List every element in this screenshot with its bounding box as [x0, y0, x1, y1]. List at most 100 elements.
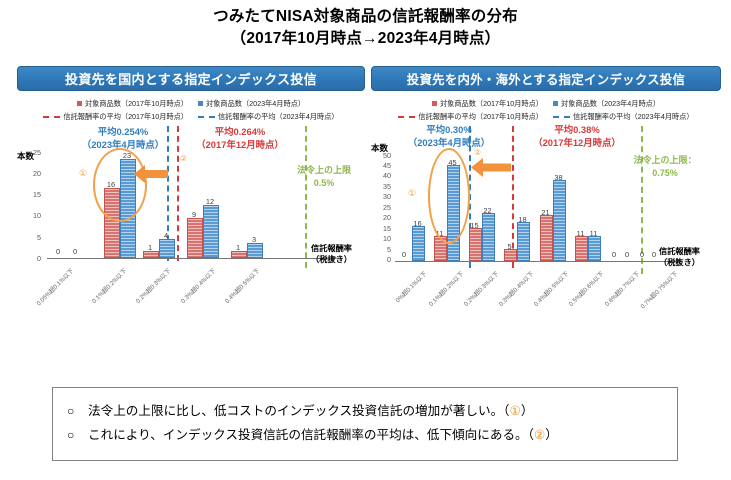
x-axis-arrow-domestic-icon — [331, 254, 337, 261]
panel-domestic: 投資先を国内とする指定インデックス投信 対象商品数（2017年10月時点） 対象… — [17, 66, 365, 322]
avg-2023-annotation-overseas-line1: 平均0.30% — [426, 124, 472, 135]
note-bullet-icon: ○ — [67, 404, 75, 418]
legend-label-avg-2023: 信託報酬率の平均（2023年4月時点） — [573, 111, 694, 121]
legend-dashline-blue-icon — [198, 115, 215, 118]
y-tick-overseas-15: 15 — [383, 224, 391, 233]
bar-blue — [203, 205, 219, 258]
bar-red — [187, 218, 203, 258]
y-axis-title-overseas: 本数 — [371, 143, 389, 153]
y-tick-domestic-0: 0 — [37, 254, 41, 263]
legend-item-avg-2017: 信託報酬率の平均（2017年10月時点） — [43, 112, 188, 122]
legend-domestic: 対象商品数（2017年10月時点） 対象商品数（2023年4月時点） 信託報酬率… — [17, 97, 365, 123]
avg-2017-line-domestic — [177, 126, 179, 261]
y-tick-overseas-5: 5 — [387, 245, 391, 254]
legal-limit-line-domestic — [305, 126, 307, 268]
bar-value-label: 18 — [518, 215, 527, 224]
panel-overseas: 投資先を内外・海外とする指定インデックス投信 対象商品数（2017年10月時点）… — [371, 66, 721, 322]
x-tick-label: 0.05%超0.1%以下 — [35, 267, 76, 308]
legal-limit-annotation-overseas-line1: 法令上の上限： — [633, 155, 697, 165]
panel-domestic-banner: 投資先を国内とする指定インデックス投信 — [17, 66, 365, 91]
legend-dashline-red-icon — [398, 115, 416, 118]
bar-value-label: 38 — [554, 173, 563, 182]
bar-value-label: 11 — [576, 229, 585, 238]
bar-value-label: 21 — [541, 208, 550, 217]
trend-arrow-domestic-icon — [134, 164, 168, 189]
summary-note-item-1: ○ 法令上の上限に比し、低コストのインデックス投資信託の増加が著しい。（ ① ） — [67, 399, 677, 423]
avg-2023-annotation-overseas-line2: （2023年4月時点） — [407, 136, 491, 148]
bar-red — [143, 251, 159, 258]
legend-swatch-red-icon — [76, 101, 82, 106]
y-tick-overseas-40: 40 — [383, 171, 391, 180]
chart-domestic: 本数 平均0.254% （2023年4月時点） 平均0.264% （2017年1… — [17, 126, 365, 322]
legend-dashline-blue-icon — [553, 115, 570, 118]
avg-2017-annotation-overseas: 平均0.38% （2017年12月時点） — [512, 124, 642, 149]
bar-red — [540, 215, 553, 261]
legal-limit-annotation-domestic-line2: 0.5% — [313, 177, 335, 188]
bar-blue — [517, 222, 530, 261]
summary-note-item-2: ○ これにより、インデックス投資信託の信託報酬率の平均は、低下傾向にある。（ ②… — [67, 423, 677, 447]
avg-2017-annotation-overseas-line2: （2017年12月時点） — [533, 136, 621, 148]
y-tick-domestic-5: 5 — [37, 233, 41, 242]
marker-two-overseas: ② — [474, 148, 482, 157]
marker-two-domestic: ② — [180, 154, 188, 163]
y-tick-domestic-25: 25 — [33, 148, 41, 157]
legend-label-series-2017: 対象商品数（2017年10月時点） — [439, 98, 543, 108]
y-tick-overseas-20: 20 — [383, 213, 391, 222]
page-title: つみたてNISA対象商品の信託報酬率の分布 （2017年10月時点→2023年4… — [0, 0, 731, 50]
y-tick-domestic-15: 15 — [33, 190, 41, 199]
page-title-line2: （2017年10月時点→2023年4月時点） — [230, 30, 501, 47]
legend-label-series-2017: 対象商品数（2017年10月時点） — [84, 98, 188, 108]
legend-label-series-2023: 対象商品数（2023年4月時点） — [561, 98, 661, 108]
legend-swatch-blue-icon — [553, 101, 558, 106]
bar-red — [575, 236, 588, 261]
avg-2023-annotation-domestic-line1: 平均0.254% — [97, 126, 149, 137]
chart-overseas: 本数 平均0.30% （2023年4月時点） 平均0.38% （2017年12月… — [371, 124, 721, 322]
summary-note-tail-2: ） — [545, 428, 558, 442]
bar-value-label: 3 — [251, 235, 257, 244]
legend-dashline-red-icon — [43, 115, 61, 118]
highlight-ellipse-overseas — [428, 148, 470, 244]
legend-label-avg-2017: 信託報酬率の平均（2017年10月時点） — [63, 111, 188, 121]
bar-value-label: 16 — [413, 219, 422, 228]
avg-2017-annotation-domestic: 平均0.264% （2017年12月時点） — [175, 126, 305, 151]
bar-value-label: 0 — [55, 247, 61, 256]
x-axis-arrow-overseas-icon — [676, 257, 682, 264]
y-axis-title-domestic: 本数 — [17, 151, 35, 161]
y-tick-overseas-50: 50 — [383, 151, 391, 160]
y-tick-domestic-10: 10 — [33, 211, 41, 220]
legend-swatch-blue-icon — [198, 101, 203, 106]
bar-blue — [482, 213, 495, 261]
legend-item-avg-2023: 信託報酬率の平均（2023年4月時点） — [198, 112, 339, 122]
legal-limit-annotation-overseas: 法令上の上限： 0.75% — [615, 154, 715, 179]
bar-value-label: 1 — [147, 243, 153, 252]
bar-value-label: 4 — [163, 231, 169, 240]
bar-value-label: 0 — [651, 250, 657, 259]
legend-item-series-2017: 対象商品数（2017年10月時点） — [76, 98, 188, 109]
marker-one-domestic: ① — [79, 168, 88, 178]
avg-2023-line-overseas — [469, 126, 471, 268]
charts-container: 投資先を国内とする指定インデックス投信 対象商品数（2017年10月時点） 対象… — [0, 66, 731, 366]
bar-blue — [247, 243, 263, 258]
legend-item-avg-2023: 信託報酬率の平均（2023年4月時点） — [553, 112, 694, 122]
bar-red — [469, 228, 482, 261]
legend-item-avg-2017: 信託報酬率の平均（2017年10月時点） — [398, 112, 543, 122]
note-bullet-icon: ○ — [67, 428, 75, 442]
bar-red — [504, 249, 517, 261]
avg-2017-line-overseas — [512, 126, 514, 268]
marker-one-overseas: ① — [408, 188, 417, 198]
bar-value-label: 5 — [507, 242, 512, 251]
x-axis-domestic — [47, 258, 332, 259]
bar-value-label: 0 — [624, 250, 630, 259]
x-axis-title-domestic-line1: 信託報酬率 — [311, 244, 352, 253]
y-tick-overseas-25: 25 — [383, 203, 391, 212]
y-tick-domestic-20: 20 — [33, 169, 41, 178]
bar-value-label: 1 — [235, 243, 241, 252]
avg-2017-annotation-domestic-line1: 平均0.264% — [214, 126, 266, 137]
y-tick-overseas-35: 35 — [383, 182, 391, 191]
x-axis-title-overseas: 信託報酬率 （税抜き） — [659, 247, 700, 268]
summary-note-text-2: これにより、インデックス投資信託の信託報酬率の平均は、低下傾向にある。（ — [88, 428, 534, 442]
bar-value-label: 0 — [72, 247, 78, 256]
x-axis-title-domestic-line2: （税抜き） — [311, 254, 352, 264]
bar-blue — [159, 239, 175, 258]
highlight-ellipse-domestic — [93, 148, 147, 222]
